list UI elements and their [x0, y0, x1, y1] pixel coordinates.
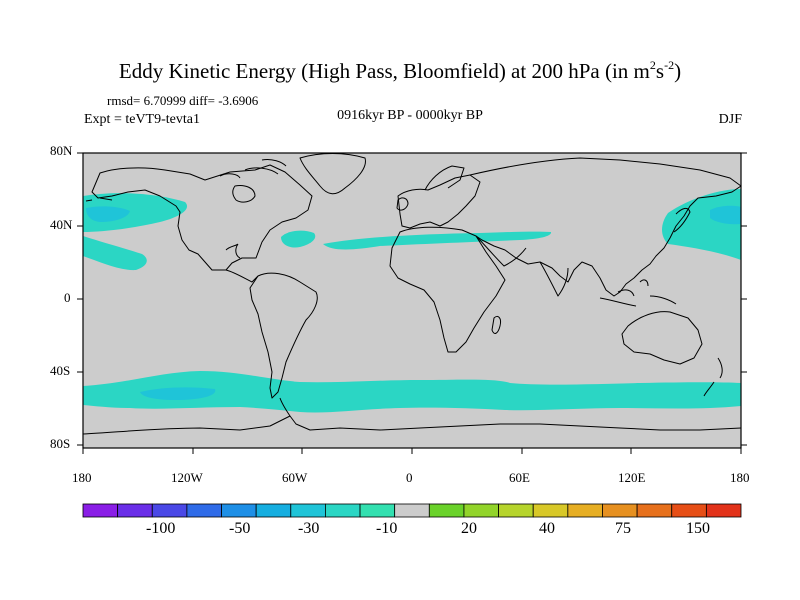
colorbar-box [567, 503, 603, 518]
aleutian-islands [85, 197, 113, 202]
anomaly-cores [86, 205, 741, 400]
europe-coast [397, 174, 481, 229]
hudson-bay-coast [232, 185, 256, 203]
colorbar-box [602, 503, 638, 518]
colorbar-box [325, 503, 361, 518]
southern-ocean-core-pacific [140, 387, 216, 400]
india-coast [539, 261, 569, 297]
colorbar-label: -50 [229, 520, 251, 537]
lon-label-120w: 120W [171, 470, 203, 485]
colorbar-box [255, 503, 292, 518]
arabia-coast [475, 235, 527, 267]
colorbar-label: -10 [376, 520, 398, 537]
colorbar-box [151, 503, 188, 518]
southern-ocean-band [83, 371, 741, 413]
antarctica-coast [82, 415, 742, 435]
colorbar-label: 20 [461, 520, 477, 537]
africa-coast [389, 226, 506, 353]
colorbar-box [636, 503, 673, 518]
japan-coast [673, 207, 691, 233]
plot-title: Eddy Kinetic Energy (High Pass, Bloomfie… [118, 58, 682, 83]
atlantic-africa-jet [323, 231, 552, 250]
stats-text: rmsd= 6.70999 diff= -3.6906 [107, 93, 259, 108]
colorbar-label: -100 [146, 520, 176, 537]
colorbar [82, 503, 742, 518]
lon-label-0: 0 [406, 470, 413, 485]
asia-coast [469, 157, 742, 297]
colorbar-box [117, 503, 153, 518]
colorbar-box [186, 503, 222, 518]
new-zealand-coast [703, 357, 723, 397]
anomaly-shading [83, 189, 741, 413]
colorbar-box [290, 503, 326, 518]
australia-coast [621, 311, 703, 365]
colorbar-label: 75 [615, 520, 631, 537]
coastlines [82, 153, 742, 435]
colorbar-box [82, 503, 119, 518]
florida-gulf-coast [225, 243, 241, 259]
colorbar-box [463, 503, 499, 518]
southeast-asia-islands [599, 279, 677, 307]
colorbar-label: -30 [298, 520, 320, 537]
lat-label-80n: 80N [50, 143, 73, 158]
north-america-coast [91, 164, 313, 271]
period-label: 0916kyr BP - 0000kyr BP [337, 108, 483, 123]
lon-label-120e: 120E [618, 470, 646, 485]
colorbar-box [705, 503, 742, 518]
colorbar-box [532, 503, 569, 518]
north-pacific-west-patch [83, 193, 188, 232]
north-pacific-core-west [86, 206, 130, 222]
lon-label-60e: 60E [509, 470, 530, 485]
madagascar-coast [491, 315, 501, 334]
greenland-coast [299, 153, 366, 195]
antarctic-peninsula [279, 397, 291, 417]
atlantic-patch-west [281, 230, 316, 248]
south-america-coast [249, 272, 318, 399]
lon-label-60w: 60W [282, 470, 308, 485]
colorbar-box [221, 503, 257, 518]
colorbar-box [498, 503, 534, 518]
lat-label-40s: 40S [50, 363, 71, 378]
experiment-label: Expt = teVT9-tevta1 [84, 112, 200, 127]
arctic-islands [219, 159, 287, 179]
lat-label-40n: 40N [50, 217, 73, 232]
colorbar-label: 150 [686, 520, 710, 537]
central-america-coast [225, 269, 259, 283]
lon-label-180e: 180 [730, 470, 750, 485]
colorbar-box [428, 503, 465, 518]
lat-label-eq: 0 [64, 290, 71, 305]
lat-label-80s: 80S [50, 436, 71, 451]
north-pacific-core-east [710, 205, 741, 225]
british-isles-coast [396, 197, 409, 211]
northeast-pacific-tail [83, 236, 147, 271]
lon-label-180w: 180 [72, 470, 92, 485]
scandinavia-coast [424, 165, 465, 191]
colorbar-box [359, 503, 396, 518]
colorbar-box [394, 503, 430, 518]
colorbar-box [671, 503, 707, 518]
axis-ticks [77, 152, 747, 454]
colorbar-label: 40 [539, 520, 555, 537]
season-label: DJF [718, 112, 742, 127]
